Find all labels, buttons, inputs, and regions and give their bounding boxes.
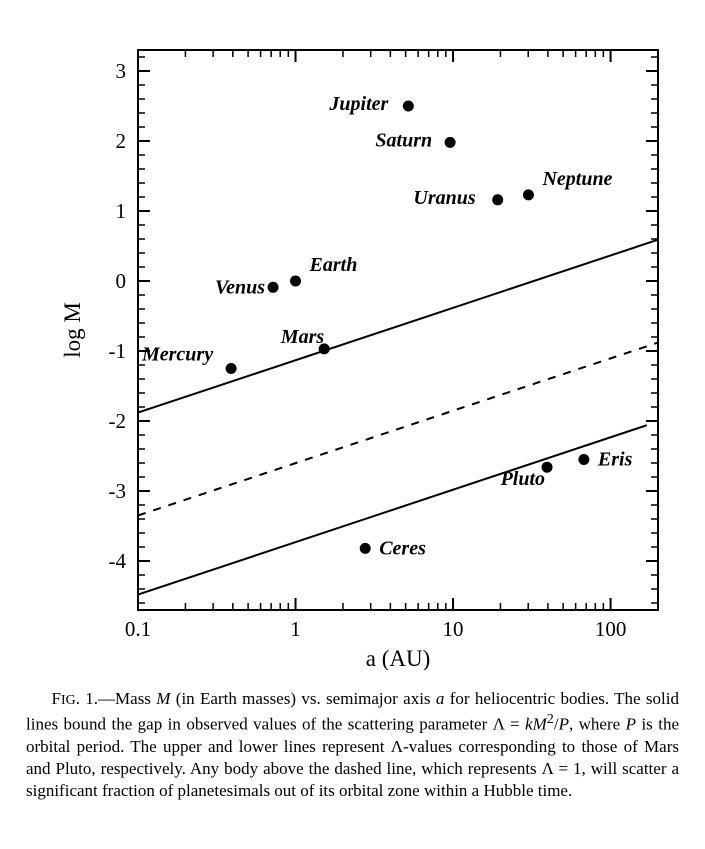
- point-uranus: [492, 194, 503, 205]
- point-label-saturn: Saturn: [375, 129, 432, 151]
- point-ceres: [360, 543, 371, 554]
- svg-text:log M: log M: [60, 302, 85, 358]
- svg-text:1: 1: [116, 199, 127, 223]
- point-label-mars: Mars: [280, 326, 325, 348]
- svg-text:100: 100: [595, 617, 627, 641]
- point-label-neptune: Neptune: [541, 168, 612, 190]
- svg-text:0.1: 0.1: [125, 617, 151, 641]
- point-label-eris: Eris: [597, 449, 633, 471]
- svg-text:10: 10: [443, 617, 464, 641]
- point-label-ceres: Ceres: [379, 537, 426, 559]
- svg-text:1: 1: [290, 617, 301, 641]
- point-mercury: [226, 363, 237, 374]
- point-neptune: [523, 189, 534, 200]
- point-eris: [578, 454, 589, 465]
- point-jupiter: [403, 101, 414, 112]
- figure-caption: FIG. 1.—Mass M (in Earth masses) vs. sem…: [20, 688, 685, 802]
- svg-text:a (AU): a (AU): [366, 646, 431, 670]
- point-venus: [268, 282, 279, 293]
- point-label-mercury: Mercury: [141, 344, 213, 366]
- figure-container: 0.1 1 10 100 a (AU) -4 -3 -2 -1 0 1 2 3 log M Mercury V…: [0, 0, 705, 822]
- mass-vs-semimajor-axis-chart: 0.1 1 10 100 a (AU) -4 -3 -2 -1 0 1 2 3 log M Mercury V…: [20, 10, 685, 670]
- svg-text:-3: -3: [109, 479, 127, 503]
- svg-text:-2: -2: [109, 409, 127, 433]
- svg-text:-4: -4: [109, 549, 127, 573]
- svg-text:0: 0: [116, 269, 127, 293]
- point-label-earth: Earth: [309, 254, 358, 276]
- point-saturn: [445, 137, 456, 148]
- point-label-pluto: Pluto: [500, 468, 545, 490]
- svg-text:-1: -1: [109, 339, 127, 363]
- point-label-venus: Venus: [215, 276, 265, 298]
- point-earth: [290, 276, 301, 287]
- svg-text:3: 3: [116, 59, 127, 83]
- point-label-jupiter: Jupiter: [328, 93, 388, 115]
- svg-text:2: 2: [116, 129, 127, 153]
- point-label-uranus: Uranus: [413, 187, 475, 209]
